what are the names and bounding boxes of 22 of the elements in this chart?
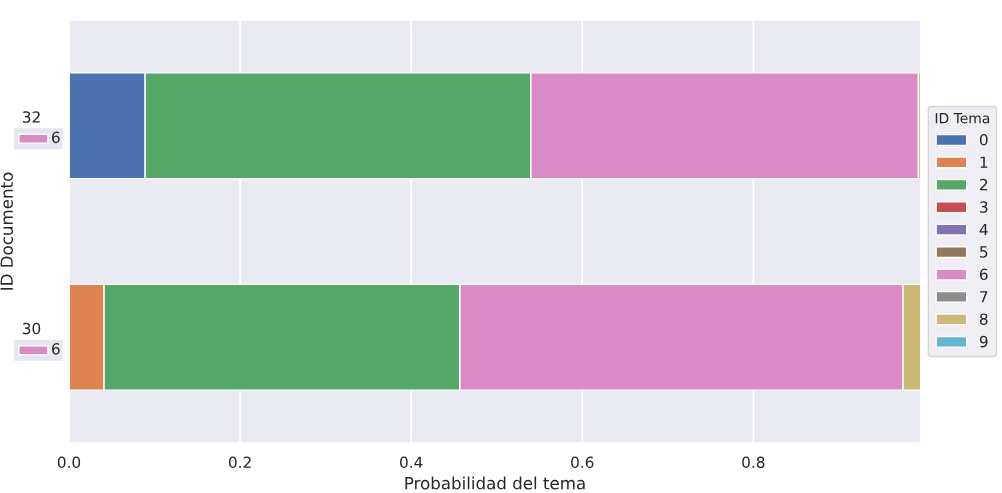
x-axis-title: Probabilidad del tema bbox=[405, 476, 585, 490]
legend-label: 5 bbox=[980, 246, 988, 258]
y-tick-label: 32 bbox=[22, 111, 40, 123]
legend-label: 7 bbox=[980, 291, 988, 303]
legend-label: 4 bbox=[979, 223, 988, 236]
x-tick-label: 0.2 bbox=[228, 456, 251, 469]
legend-label: 2 bbox=[980, 178, 988, 191]
legend-title: ID Tema bbox=[935, 113, 990, 124]
x-tick-label: 0.8 bbox=[742, 456, 765, 469]
x-tick-label: 0.6 bbox=[571, 456, 594, 469]
legend-label: 8 bbox=[979, 313, 988, 325]
text: 6 bbox=[52, 343, 60, 355]
legend-label: 1 bbox=[980, 156, 988, 168]
x-tick-label: 0.0 bbox=[57, 456, 81, 469]
legend-label: 9 bbox=[979, 335, 988, 348]
legend-label: 3 bbox=[980, 201, 988, 213]
legend-label: 6 bbox=[979, 268, 988, 281]
legend-label: 0 bbox=[979, 134, 988, 146]
text: 6 bbox=[52, 131, 60, 144]
y-axis-title: ID Documento bbox=[0, 172, 13, 290]
y-tick-label: 30 bbox=[22, 322, 41, 335]
x-tick-label: 0.4 bbox=[400, 456, 423, 469]
